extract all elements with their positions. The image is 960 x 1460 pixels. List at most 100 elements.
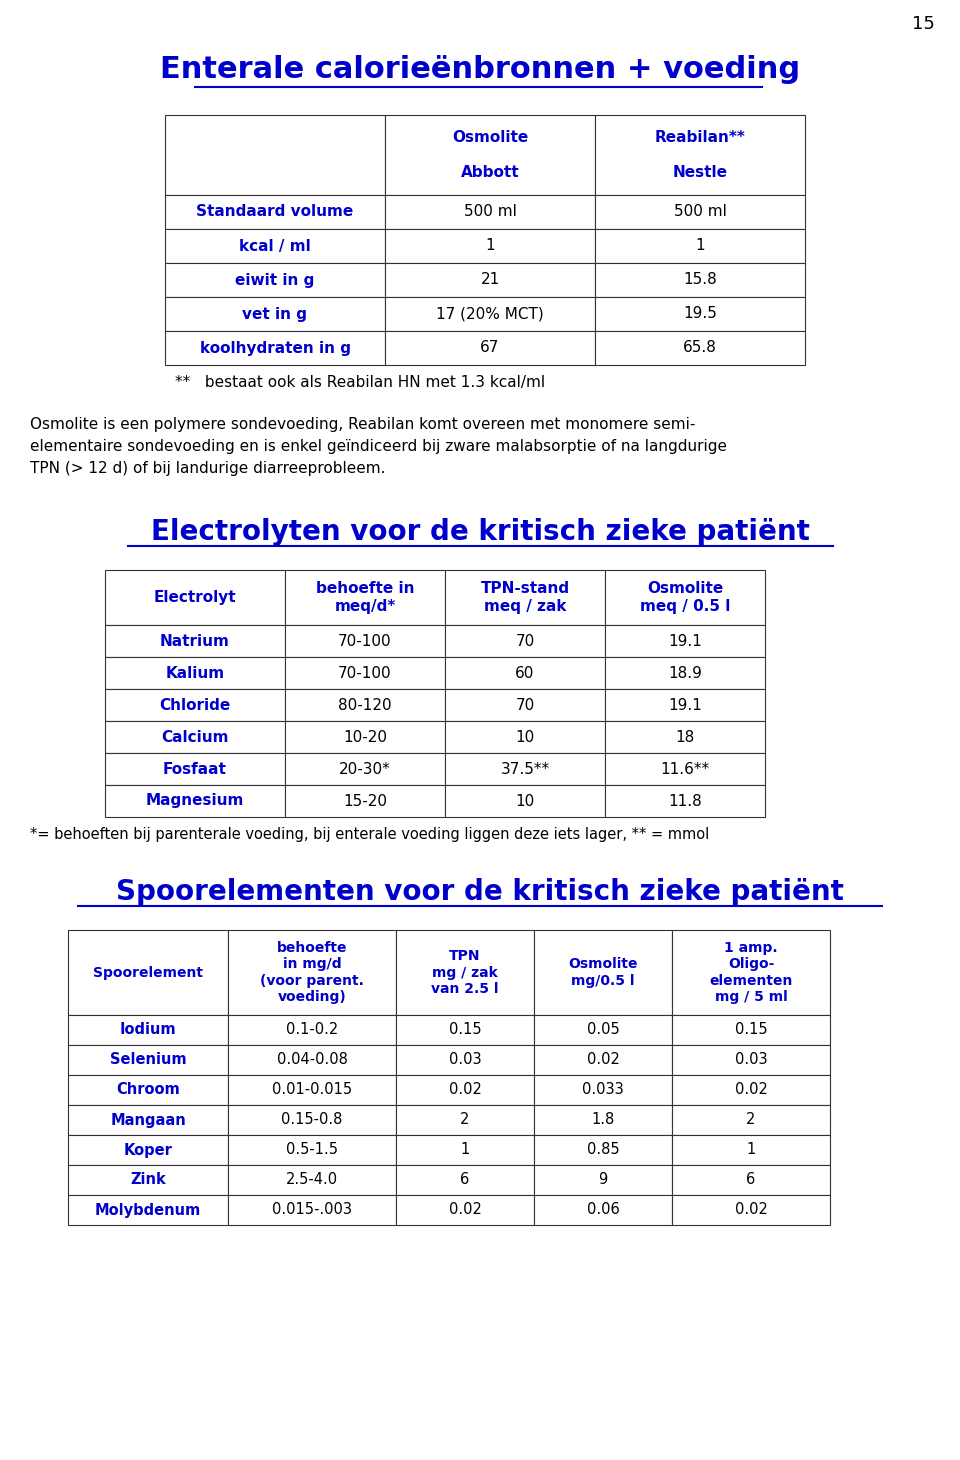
- Bar: [396, 930, 534, 1015]
- Bar: [68, 1045, 228, 1075]
- Text: TPN-stand
meq / zak: TPN-stand meq / zak: [480, 581, 569, 613]
- Bar: [228, 1015, 396, 1045]
- Bar: [595, 115, 805, 196]
- Text: 0.02: 0.02: [734, 1203, 767, 1218]
- Bar: [285, 625, 445, 657]
- Text: vet in g: vet in g: [243, 307, 307, 321]
- Bar: [534, 930, 672, 1015]
- Text: eiwit in g: eiwit in g: [235, 273, 315, 288]
- Bar: [165, 331, 385, 365]
- Bar: [534, 1134, 672, 1165]
- Bar: [605, 753, 765, 785]
- Text: 0.1-0.2: 0.1-0.2: [286, 1022, 338, 1038]
- Text: Chroom: Chroom: [116, 1082, 180, 1098]
- Bar: [228, 1134, 396, 1165]
- Text: Standaard volume: Standaard volume: [197, 204, 353, 219]
- Text: *= behoeften bij parenterale voeding, bij enterale voeding liggen deze iets lage: *= behoeften bij parenterale voeding, bi…: [30, 828, 709, 842]
- Bar: [672, 1075, 830, 1105]
- Text: **   bestaat ook als Reabilan HN met 1.3 kcal/ml: ** bestaat ook als Reabilan HN met 1.3 k…: [175, 375, 545, 390]
- Bar: [672, 1045, 830, 1075]
- Text: 15: 15: [912, 15, 935, 34]
- Bar: [68, 1134, 228, 1165]
- Bar: [228, 1194, 396, 1225]
- Bar: [672, 1105, 830, 1134]
- Text: 500 ml: 500 ml: [674, 204, 727, 219]
- Bar: [445, 785, 605, 818]
- Text: 1: 1: [746, 1143, 756, 1158]
- Bar: [105, 721, 285, 753]
- Bar: [605, 657, 765, 689]
- Bar: [385, 296, 595, 331]
- Text: 60: 60: [516, 666, 535, 680]
- Text: 1: 1: [461, 1143, 469, 1158]
- Text: Enterale calorieënbronnen + voeding: Enterale calorieënbronnen + voeding: [160, 55, 800, 85]
- Bar: [228, 1075, 396, 1105]
- Bar: [534, 1045, 672, 1075]
- Bar: [396, 1075, 534, 1105]
- Text: 65.8: 65.8: [684, 340, 717, 355]
- Bar: [396, 1165, 534, 1194]
- Text: Reabilan**

Nestle: Reabilan** Nestle: [655, 130, 745, 180]
- Text: 6: 6: [461, 1172, 469, 1187]
- Bar: [165, 229, 385, 263]
- Bar: [534, 1105, 672, 1134]
- Bar: [228, 1105, 396, 1134]
- Bar: [105, 753, 285, 785]
- Bar: [445, 569, 605, 625]
- Text: 0.01-0.015: 0.01-0.015: [272, 1082, 352, 1098]
- Bar: [595, 196, 805, 229]
- Text: 0.02: 0.02: [587, 1053, 619, 1067]
- Text: 19.1: 19.1: [668, 634, 702, 648]
- Bar: [385, 229, 595, 263]
- Text: 17 (20% MCT): 17 (20% MCT): [436, 307, 544, 321]
- Text: 1.8: 1.8: [591, 1113, 614, 1127]
- Bar: [105, 569, 285, 625]
- Bar: [396, 1194, 534, 1225]
- Text: 2: 2: [460, 1113, 469, 1127]
- Bar: [68, 1015, 228, 1045]
- Bar: [396, 1015, 534, 1045]
- Text: 70-100: 70-100: [338, 634, 392, 648]
- Bar: [68, 1105, 228, 1134]
- Bar: [105, 657, 285, 689]
- Text: 1: 1: [695, 238, 705, 254]
- Bar: [672, 930, 830, 1015]
- Bar: [445, 657, 605, 689]
- Bar: [68, 1075, 228, 1105]
- Text: 0.15: 0.15: [448, 1022, 481, 1038]
- Text: 0.06: 0.06: [587, 1203, 619, 1218]
- Text: 0.05: 0.05: [587, 1022, 619, 1038]
- Bar: [396, 1134, 534, 1165]
- Bar: [605, 689, 765, 721]
- Bar: [595, 296, 805, 331]
- Bar: [165, 115, 385, 196]
- Bar: [228, 1045, 396, 1075]
- Bar: [385, 115, 595, 196]
- Bar: [68, 930, 228, 1015]
- Bar: [445, 689, 605, 721]
- Text: 67: 67: [480, 340, 500, 355]
- Text: 0.033: 0.033: [582, 1082, 624, 1098]
- Text: kcal / ml: kcal / ml: [239, 238, 311, 254]
- Text: Magnesium: Magnesium: [146, 793, 244, 809]
- Bar: [105, 785, 285, 818]
- Text: 2.5-4.0: 2.5-4.0: [286, 1172, 338, 1187]
- Text: 1 amp.
Oligo-
elementen
mg / 5 ml: 1 amp. Oligo- elementen mg / 5 ml: [709, 942, 793, 1004]
- Text: Osmolite
mg/0.5 l: Osmolite mg/0.5 l: [568, 958, 637, 987]
- Bar: [396, 1045, 534, 1075]
- Text: Koper: Koper: [124, 1143, 173, 1158]
- Text: 0.015-.003: 0.015-.003: [272, 1203, 352, 1218]
- Text: behoefte
in mg/d
(voor parent.
voeding): behoefte in mg/d (voor parent. voeding): [260, 942, 364, 1004]
- Text: 19.5: 19.5: [684, 307, 717, 321]
- Text: 15-20: 15-20: [343, 793, 387, 809]
- Text: 10: 10: [516, 793, 535, 809]
- Text: Zink: Zink: [131, 1172, 166, 1187]
- Text: Electrolyt: Electrolyt: [154, 590, 236, 604]
- Text: 15.8: 15.8: [684, 273, 717, 288]
- Text: 0.5-1.5: 0.5-1.5: [286, 1143, 338, 1158]
- Bar: [385, 196, 595, 229]
- Text: 19.1: 19.1: [668, 698, 702, 712]
- Text: 80-120: 80-120: [338, 698, 392, 712]
- Text: behoefte in
meq/d*: behoefte in meq/d*: [316, 581, 415, 613]
- Bar: [595, 229, 805, 263]
